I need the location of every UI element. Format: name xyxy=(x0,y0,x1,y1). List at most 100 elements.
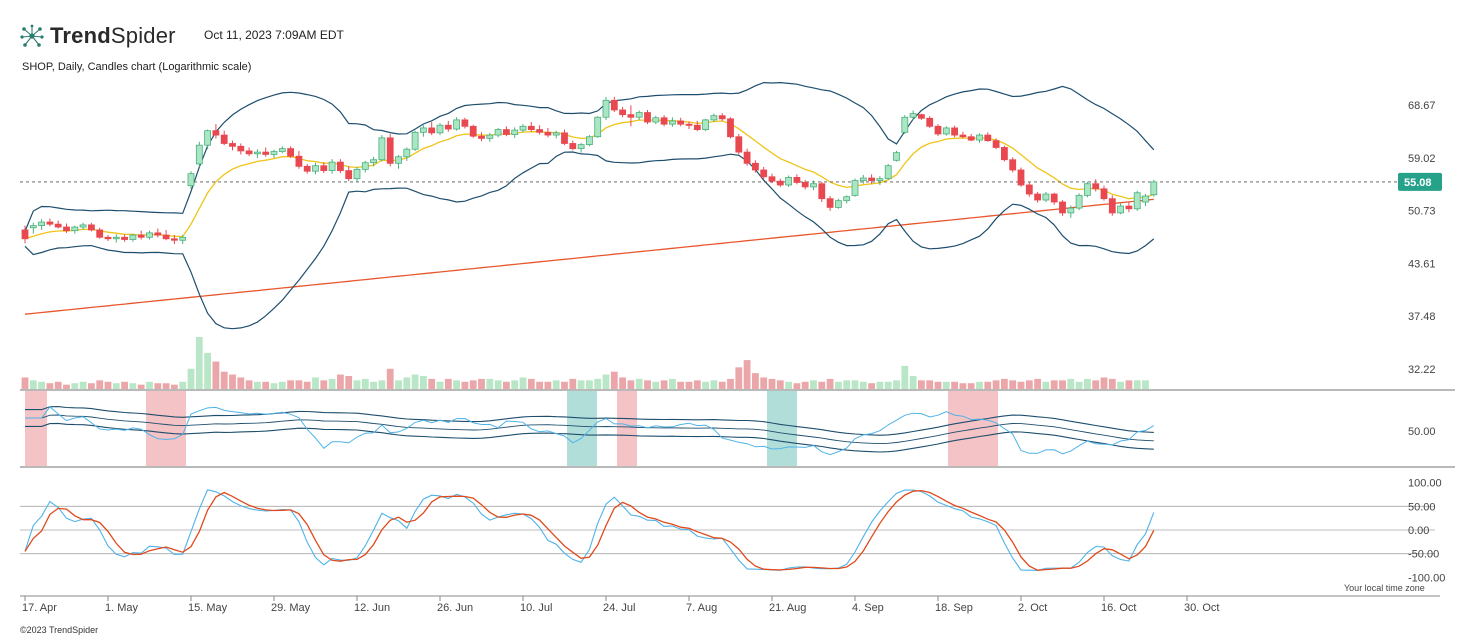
candle-body xyxy=(602,99,610,118)
volume-bar xyxy=(926,380,934,389)
candle-body xyxy=(1117,205,1124,214)
volume-bar xyxy=(793,383,801,389)
candle-body xyxy=(38,221,45,227)
volume-bar xyxy=(154,383,162,389)
candle-body xyxy=(353,168,361,180)
volume-bar xyxy=(386,368,394,389)
candle-body xyxy=(336,161,344,171)
candle-body xyxy=(179,236,187,241)
volume-bar xyxy=(918,380,925,389)
volume-bar xyxy=(212,361,220,389)
candle-body xyxy=(768,176,776,182)
volume-bar xyxy=(718,381,726,389)
candle-body xyxy=(1125,205,1133,210)
candle-body xyxy=(992,140,1000,148)
price-axis-tick: 32.22 xyxy=(1408,364,1436,376)
candle-body xyxy=(1042,193,1050,201)
volume-bar xyxy=(586,380,593,389)
volume-bar xyxy=(876,381,884,389)
volume-bar xyxy=(403,377,411,389)
stoch-axis-tick: -50.00 xyxy=(1408,549,1439,561)
volume-bar xyxy=(353,380,361,389)
rsi-signal-shade xyxy=(567,391,597,467)
volume-bar xyxy=(112,383,120,389)
volume-bar xyxy=(536,381,543,389)
candle-body xyxy=(685,123,693,126)
candle-body xyxy=(859,177,867,181)
candle-body xyxy=(843,196,851,202)
candle-body xyxy=(652,117,660,123)
x-axis-tick-label: 30. Oct xyxy=(1184,602,1219,614)
candle-body xyxy=(776,180,784,186)
candle-body xyxy=(245,150,253,155)
candle-body xyxy=(967,136,975,141)
rsi-mid-band xyxy=(25,414,1154,445)
volume-bar xyxy=(1084,378,1091,389)
volume-bar xyxy=(38,381,45,389)
volume-bar xyxy=(768,378,776,389)
volume-bar xyxy=(378,380,386,389)
volume-bar xyxy=(312,377,319,389)
candle-body xyxy=(1009,159,1017,171)
volume-bar xyxy=(959,383,967,389)
candle-body xyxy=(552,132,560,136)
candle-body xyxy=(295,155,303,167)
volume-bar xyxy=(884,381,892,389)
candle-body xyxy=(561,132,568,144)
candle-body xyxy=(527,125,535,130)
candle-body xyxy=(519,125,527,131)
volume-bar xyxy=(561,381,568,389)
volume-bar xyxy=(245,380,253,389)
volume-bar xyxy=(976,381,983,389)
volume-bar xyxy=(569,378,577,389)
volume-bar xyxy=(776,380,784,389)
candle-body xyxy=(29,225,37,229)
candle-body xyxy=(577,144,585,150)
volume-bar xyxy=(810,380,817,389)
volume-bar xyxy=(237,377,245,389)
x-axis-tick-label: 16. Oct xyxy=(1101,602,1136,614)
candle-body xyxy=(835,200,842,208)
candle-body xyxy=(1108,198,1116,214)
volume-bar xyxy=(644,380,651,389)
candle-body xyxy=(826,198,834,208)
volume-bar xyxy=(519,377,527,389)
candle-body xyxy=(1050,193,1058,203)
candle-body xyxy=(428,127,436,134)
x-axis-tick-label: 29. May xyxy=(271,602,311,614)
candle-body xyxy=(212,130,220,136)
volume-bar xyxy=(129,383,137,389)
candle-body xyxy=(619,109,626,116)
candle-body xyxy=(386,137,394,164)
candle-body xyxy=(478,135,485,139)
candle-body xyxy=(129,234,137,240)
candle-body xyxy=(453,119,461,130)
candle-body xyxy=(959,134,967,138)
candle-body xyxy=(1092,183,1100,190)
candle-body xyxy=(818,183,826,200)
volume-bar xyxy=(1142,380,1149,389)
volume-bar xyxy=(1017,381,1025,389)
candle-body xyxy=(752,162,759,171)
volume-bar xyxy=(370,381,377,389)
volume-bar xyxy=(361,378,369,389)
volume-bar xyxy=(503,381,510,389)
volume-bar xyxy=(1009,380,1017,389)
candle-body xyxy=(46,221,54,225)
rsi-lower-band xyxy=(25,422,1154,453)
bollinger-upper-band xyxy=(24,81,1155,232)
volume-bar xyxy=(652,381,660,389)
volume-bar xyxy=(702,381,709,389)
x-axis-tick-label: 15. May xyxy=(188,602,228,614)
candle-body xyxy=(810,183,817,188)
volume-bar xyxy=(345,376,353,389)
volume-bar xyxy=(395,380,402,389)
x-axis-tick-label: 26. Jun xyxy=(437,602,473,614)
rsi-signal-shade xyxy=(617,391,637,467)
chart-timestamp: Oct 11, 2023 7:09AM EDT xyxy=(204,28,344,42)
candle-body xyxy=(88,224,95,231)
volume-bar xyxy=(137,384,145,389)
volume-bar xyxy=(710,380,718,389)
volume-bar xyxy=(187,368,195,389)
